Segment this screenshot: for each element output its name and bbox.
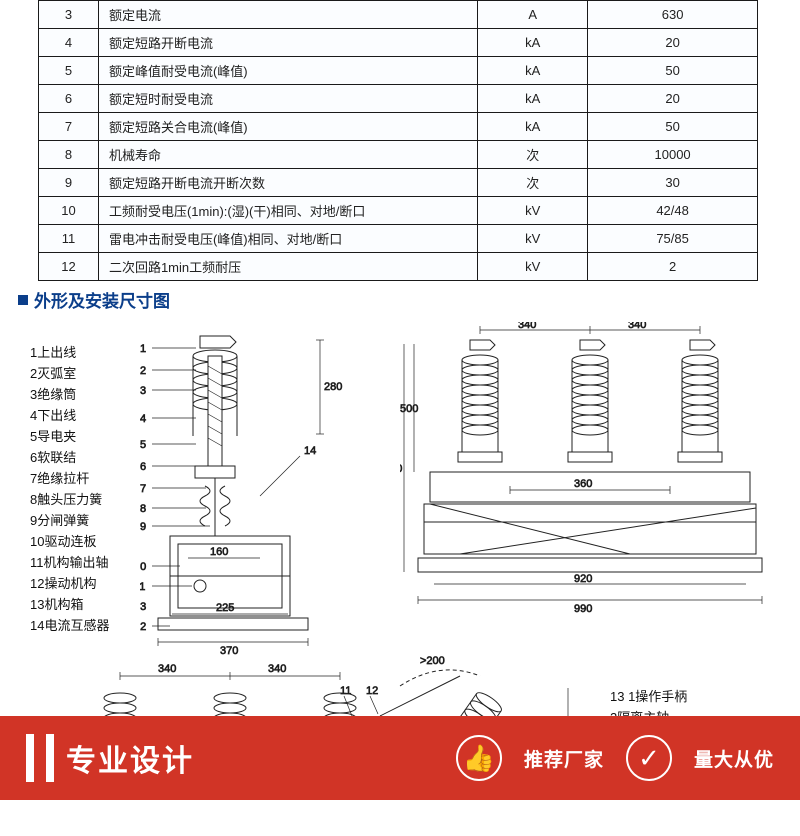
spec-table: 3 额定电流 A 630 4 额定短路开断电流 kA 20 5 额定峰值耐受电流… <box>38 0 758 281</box>
legend-item: 2灭弧室 <box>30 363 109 384</box>
callout: 9 <box>140 521 146 533</box>
callout: 7 <box>140 483 146 495</box>
dim: 225 <box>216 602 234 614</box>
callout: 8 <box>140 503 146 515</box>
promo-right: 👍 推荐厂家 ✓ 量大从优 <box>456 735 774 781</box>
legend-item: 13机构箱 <box>30 594 109 615</box>
callout: 4 <box>140 413 146 425</box>
dim: 340 <box>628 322 646 331</box>
table-row: 6 额定短时耐受电流 kA 20 <box>39 85 758 113</box>
callout: 3 <box>140 385 146 397</box>
table-row: 5 额定峰值耐受电流(峰值) kA 50 <box>39 57 758 85</box>
legend-item: 11机构输出轴 <box>30 552 109 573</box>
dim: 340 <box>518 322 536 331</box>
single-phase-cutaway: 1 2 3 4 5 6 7 8 9 10 11 12 13 14 <box>140 326 400 686</box>
legend-item: 10驱动连板 <box>30 531 109 552</box>
spec-table-body: 3 额定电流 A 630 4 额定短路开断电流 kA 20 5 额定峰值耐受电流… <box>39 1 758 281</box>
legend-item: 6软联结 <box>30 447 109 468</box>
parts-legend-left: 1上出线 2灭弧室 3绝缘筒 4下出线 5导电夹 6软联结 7绝缘拉杆 8触头压… <box>30 342 109 636</box>
cell-unit: A <box>478 1 588 29</box>
dim: 990 <box>574 603 592 615</box>
promo-bar: 专业设计 👍 推荐厂家 ✓ 量大从优 <box>0 716 800 800</box>
dim: 280 <box>324 381 342 393</box>
promo-left: 专业设计 <box>26 734 194 782</box>
legend-item: 8触头压力簧 <box>30 489 109 510</box>
legend-item: 7绝缘拉杆 <box>30 468 109 489</box>
legend-item: 14电流互感器 <box>30 615 109 636</box>
dim: 700 <box>400 463 402 475</box>
promo-right-text-2: 量大从优 <box>694 745 774 772</box>
dim: 340 <box>268 663 286 675</box>
cell-param: 额定电流 <box>98 1 477 29</box>
section-title-label: 外形及安装尺寸图 <box>34 287 170 312</box>
section-title: 外形及安装尺寸图 <box>18 287 800 312</box>
callout: 11 <box>140 581 145 593</box>
stripe-icon <box>46 734 54 782</box>
callout: 2 <box>140 365 146 377</box>
callout: 10 <box>140 561 146 573</box>
bullet-icon <box>18 295 28 305</box>
dim: 340 <box>158 663 176 675</box>
cell-idx: 3 <box>39 1 99 29</box>
table-row: 4 额定短路开断电流 kA 20 <box>39 29 758 57</box>
callout: 14 <box>304 445 316 457</box>
legend-item: 9分闸弹簧 <box>30 510 109 531</box>
legend-item: 4下出线 <box>30 405 109 426</box>
dim: 160 <box>210 546 228 558</box>
promo-left-text: 专业设计 <box>66 736 194 780</box>
callout: 12 <box>140 621 146 633</box>
dim: >200 <box>420 656 445 667</box>
legend-item: 13 1操作手柄 <box>610 686 721 707</box>
table-row: 12 二次回路1min工频耐压 kV 2 <box>39 253 758 281</box>
table-row: 10 工频耐受电压(1min):(湿)(干)相同、对地/断口 kV 42/48 <box>39 197 758 225</box>
stripe-icon <box>26 734 34 782</box>
legend-item: 12操动机构 <box>30 573 109 594</box>
callout: 12 <box>366 685 378 697</box>
callout: 6 <box>140 461 146 473</box>
table-row: 9 额定短路开断电流开断次数 次 30 <box>39 169 758 197</box>
table-row: 8 机械寿命 次 10000 <box>39 141 758 169</box>
dim: 500 <box>400 403 418 415</box>
callout: 5 <box>140 439 146 451</box>
three-phase-front: 340 340 500 700 360 920 99 <box>400 322 780 642</box>
legend-item: 5导电夹 <box>30 426 109 447</box>
legend-item: 1上出线 <box>30 342 109 363</box>
cell-val: 630 <box>588 1 758 29</box>
table-row: 3 额定电流 A 630 <box>39 1 758 29</box>
table-row: 11 雷电冲击耐受电压(峰值)相同、对地/断口 kV 75/85 <box>39 225 758 253</box>
dim: 360 <box>574 478 592 490</box>
promo-right-text-1: 推荐厂家 <box>524 745 604 772</box>
legend-item: 3绝缘筒 <box>30 384 109 405</box>
table-row: 7 额定短路关合电流(峰值) kA 50 <box>39 113 758 141</box>
callout: 13 <box>140 601 146 613</box>
dim: 920 <box>574 573 592 585</box>
check-icon: ✓ <box>626 735 672 781</box>
thumbs-up-icon: 👍 <box>456 735 502 781</box>
callout: 1 <box>140 343 146 355</box>
callout: 11 <box>340 685 351 697</box>
